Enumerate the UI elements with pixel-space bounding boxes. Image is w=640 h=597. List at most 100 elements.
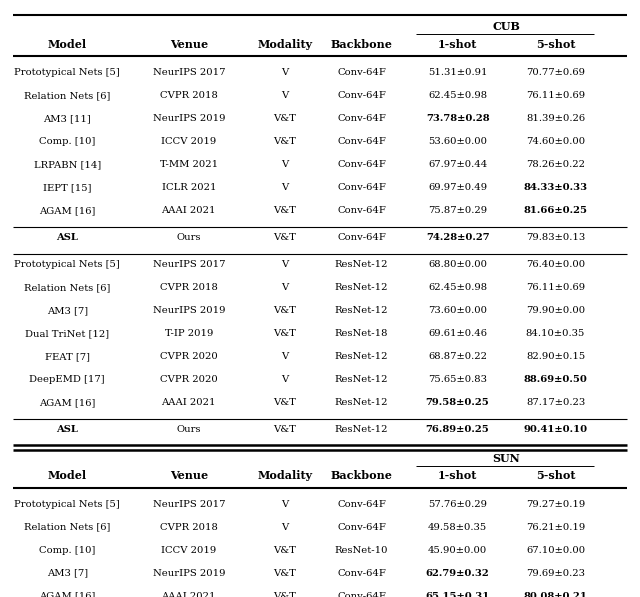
Text: AAAI 2021: AAAI 2021 bbox=[161, 398, 216, 407]
Text: ASL: ASL bbox=[56, 233, 78, 242]
Text: V&T: V&T bbox=[273, 306, 296, 315]
Text: Conv-64F: Conv-64F bbox=[337, 114, 386, 123]
Text: V&T: V&T bbox=[273, 569, 296, 578]
Text: Backbone: Backbone bbox=[331, 39, 392, 50]
Text: V&T: V&T bbox=[273, 425, 296, 434]
Text: V: V bbox=[281, 160, 289, 169]
Text: 76.21±0.19: 76.21±0.19 bbox=[526, 523, 585, 532]
Text: AM3 [7]: AM3 [7] bbox=[47, 306, 88, 315]
Text: ResNet-18: ResNet-18 bbox=[335, 329, 388, 338]
Text: 62.79±0.32: 62.79±0.32 bbox=[426, 569, 490, 578]
Text: Conv-64F: Conv-64F bbox=[337, 569, 386, 578]
Text: Backbone: Backbone bbox=[331, 470, 392, 481]
Text: 84.10±0.35: 84.10±0.35 bbox=[526, 329, 585, 338]
Text: 1-shot: 1-shot bbox=[438, 39, 477, 50]
Text: 69.97±0.49: 69.97±0.49 bbox=[428, 183, 487, 192]
Text: 82.90±0.15: 82.90±0.15 bbox=[526, 352, 585, 361]
Text: 68.87±0.22: 68.87±0.22 bbox=[428, 352, 487, 361]
Text: 49.58±0.35: 49.58±0.35 bbox=[428, 523, 487, 532]
Text: V: V bbox=[281, 375, 289, 384]
Text: ResNet-12: ResNet-12 bbox=[335, 375, 388, 384]
Text: ICCV 2019: ICCV 2019 bbox=[161, 137, 216, 146]
Text: V&T: V&T bbox=[273, 546, 296, 555]
Text: 51.31±0.91: 51.31±0.91 bbox=[428, 68, 487, 77]
Text: 80.08±0.21: 80.08±0.21 bbox=[524, 592, 588, 597]
Text: 78.26±0.22: 78.26±0.22 bbox=[526, 160, 585, 169]
Text: ResNet-12: ResNet-12 bbox=[335, 352, 388, 361]
Text: 81.66±0.25: 81.66±0.25 bbox=[524, 206, 588, 215]
Text: 76.11±0.69: 76.11±0.69 bbox=[526, 91, 585, 100]
Text: NeurIPS 2019: NeurIPS 2019 bbox=[152, 569, 225, 578]
Text: Ours: Ours bbox=[177, 425, 201, 434]
Text: 70.77±0.69: 70.77±0.69 bbox=[526, 68, 585, 77]
Text: 65.15±0.31: 65.15±0.31 bbox=[426, 592, 490, 597]
Text: 73.60±0.00: 73.60±0.00 bbox=[428, 306, 487, 315]
Text: Venue: Venue bbox=[170, 470, 208, 481]
Text: 67.10±0.00: 67.10±0.00 bbox=[526, 546, 585, 555]
Text: Conv-64F: Conv-64F bbox=[337, 183, 386, 192]
Text: Conv-64F: Conv-64F bbox=[337, 233, 386, 242]
Text: AGAM [16]: AGAM [16] bbox=[39, 206, 95, 215]
Text: ResNet-12: ResNet-12 bbox=[335, 283, 388, 293]
Text: Relation Nets [6]: Relation Nets [6] bbox=[24, 91, 110, 100]
Text: V: V bbox=[281, 91, 289, 100]
Text: 84.33±0.33: 84.33±0.33 bbox=[524, 183, 588, 192]
Text: 67.97±0.44: 67.97±0.44 bbox=[428, 160, 487, 169]
Text: 81.39±0.26: 81.39±0.26 bbox=[526, 114, 585, 123]
Text: T-IP 2019: T-IP 2019 bbox=[164, 329, 213, 338]
Text: V: V bbox=[281, 352, 289, 361]
Text: Conv-64F: Conv-64F bbox=[337, 160, 386, 169]
Text: 75.87±0.29: 75.87±0.29 bbox=[428, 206, 487, 215]
Text: SUN: SUN bbox=[493, 453, 520, 464]
Text: NeurIPS 2019: NeurIPS 2019 bbox=[152, 306, 225, 315]
Text: 87.17±0.23: 87.17±0.23 bbox=[526, 398, 585, 407]
Text: Modality: Modality bbox=[257, 39, 312, 50]
Text: IEPT [15]: IEPT [15] bbox=[43, 183, 92, 192]
Text: NeurIPS 2019: NeurIPS 2019 bbox=[152, 114, 225, 123]
Text: V&T: V&T bbox=[273, 114, 296, 123]
Text: 73.78±0.28: 73.78±0.28 bbox=[426, 114, 490, 123]
Text: LRPABN [14]: LRPABN [14] bbox=[33, 160, 101, 169]
Text: ResNet-10: ResNet-10 bbox=[335, 546, 388, 555]
Text: V: V bbox=[281, 183, 289, 192]
Text: Model: Model bbox=[47, 470, 87, 481]
Text: Venue: Venue bbox=[170, 39, 208, 50]
Text: 90.41±0.10: 90.41±0.10 bbox=[524, 425, 588, 434]
Text: V&T: V&T bbox=[273, 398, 296, 407]
Text: CUB: CUB bbox=[493, 21, 520, 32]
Text: ICLR 2021: ICLR 2021 bbox=[161, 183, 216, 192]
Text: Prototypical Nets [5]: Prototypical Nets [5] bbox=[14, 500, 120, 509]
Text: 79.69±0.23: 79.69±0.23 bbox=[526, 569, 585, 578]
Text: Model: Model bbox=[47, 39, 87, 50]
Text: Conv-64F: Conv-64F bbox=[337, 206, 386, 215]
Text: 62.45±0.98: 62.45±0.98 bbox=[428, 283, 487, 293]
Text: ASL: ASL bbox=[56, 425, 78, 434]
Text: 68.80±0.00: 68.80±0.00 bbox=[428, 260, 487, 269]
Text: V&T: V&T bbox=[273, 233, 296, 242]
Text: NeurIPS 2017: NeurIPS 2017 bbox=[152, 500, 225, 509]
Text: CVPR 2020: CVPR 2020 bbox=[160, 375, 218, 384]
Text: V: V bbox=[281, 68, 289, 77]
Text: NeurIPS 2017: NeurIPS 2017 bbox=[152, 68, 225, 77]
Text: Prototypical Nets [5]: Prototypical Nets [5] bbox=[14, 68, 120, 77]
Text: 79.83±0.13: 79.83±0.13 bbox=[526, 233, 585, 242]
Text: 76.89±0.25: 76.89±0.25 bbox=[426, 425, 490, 434]
Text: ResNet-12: ResNet-12 bbox=[335, 398, 388, 407]
Text: V&T: V&T bbox=[273, 206, 296, 215]
Text: V&T: V&T bbox=[273, 592, 296, 597]
Text: DeepEMD [17]: DeepEMD [17] bbox=[29, 375, 105, 384]
Text: AGAM [16]: AGAM [16] bbox=[39, 398, 95, 407]
Text: ResNet-12: ResNet-12 bbox=[335, 306, 388, 315]
Text: 5-shot: 5-shot bbox=[536, 470, 575, 481]
Text: Relation Nets [6]: Relation Nets [6] bbox=[24, 523, 110, 532]
Text: 53.60±0.00: 53.60±0.00 bbox=[428, 137, 487, 146]
Text: CVPR 2018: CVPR 2018 bbox=[160, 91, 218, 100]
Text: AM3 [11]: AM3 [11] bbox=[44, 114, 91, 123]
Text: T-MM 2021: T-MM 2021 bbox=[160, 160, 218, 169]
Text: Conv-64F: Conv-64F bbox=[337, 592, 386, 597]
Text: 79.58±0.25: 79.58±0.25 bbox=[426, 398, 490, 407]
Text: Relation Nets [6]: Relation Nets [6] bbox=[24, 283, 110, 293]
Text: CVPR 2018: CVPR 2018 bbox=[160, 283, 218, 293]
Text: V: V bbox=[281, 260, 289, 269]
Text: V&T: V&T bbox=[273, 329, 296, 338]
